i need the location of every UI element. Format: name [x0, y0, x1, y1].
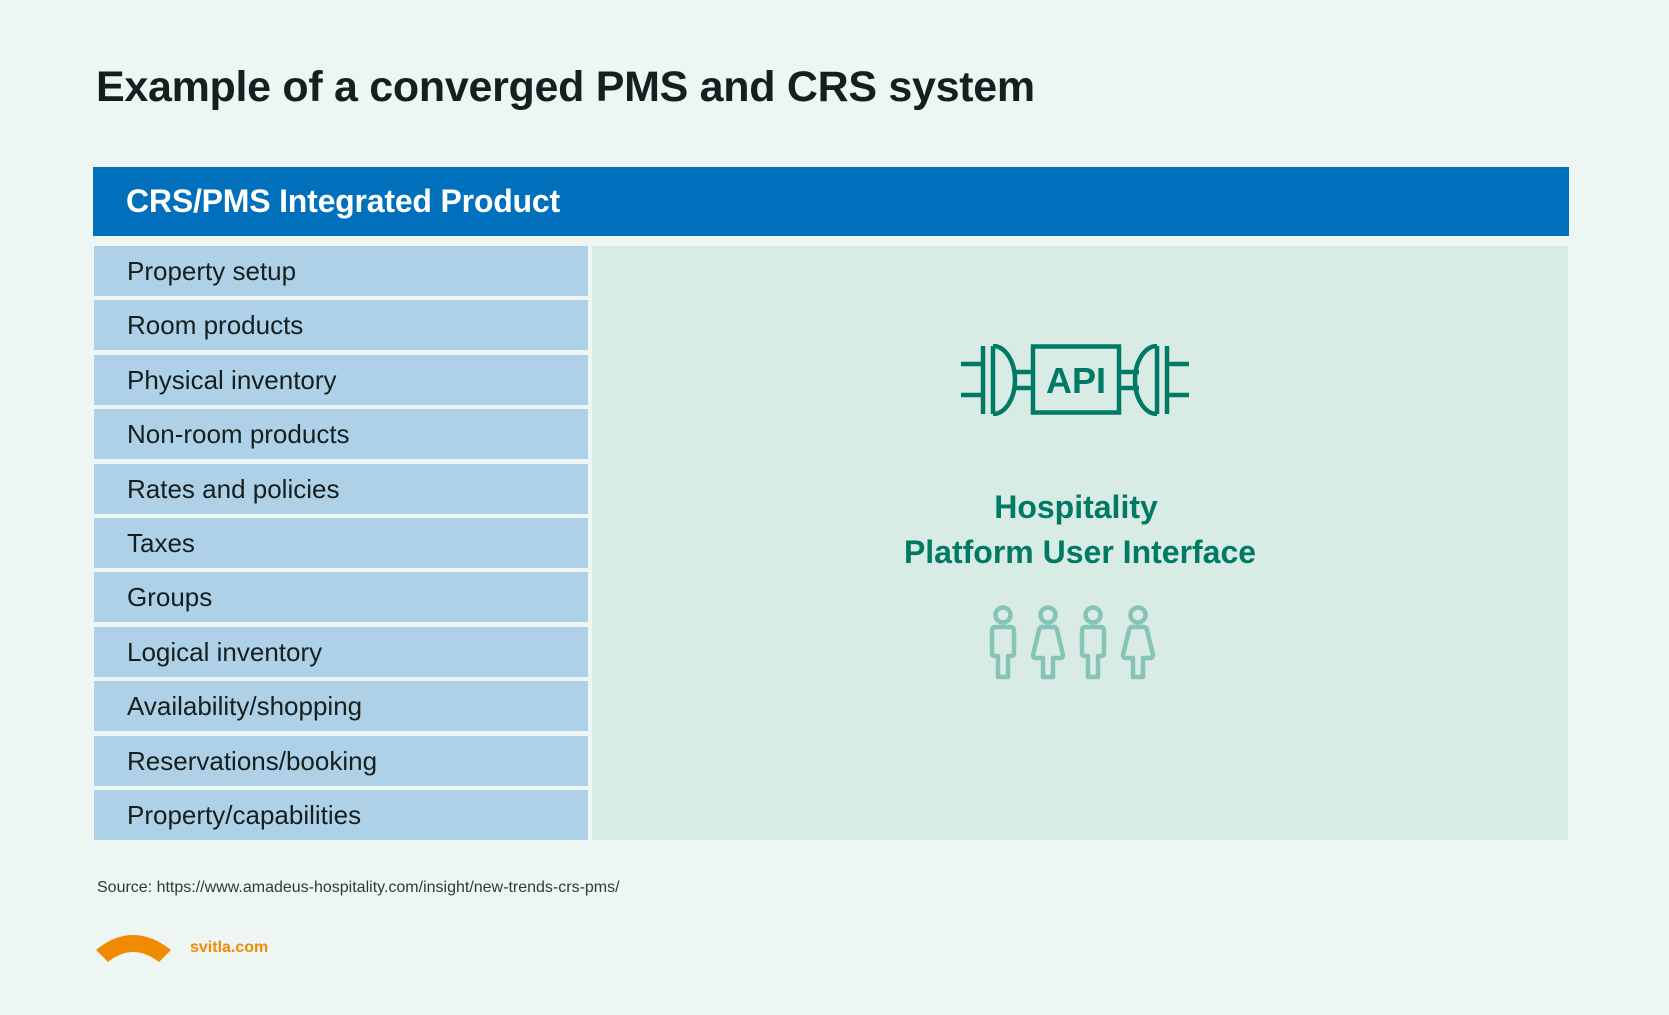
- module-label: Property setup: [127, 256, 297, 286]
- module-row-physical-inventory: Physical inventory: [94, 354, 588, 405]
- module-row-property-capabilities: Property/capabilities: [94, 789, 588, 840]
- module-row-taxes: Taxes: [94, 517, 588, 568]
- platform-panel: API Hospitality Platform User Interface: [592, 246, 1568, 840]
- brand-name: svitla.com: [190, 939, 269, 956]
- female-person-icon: [1120, 605, 1156, 680]
- integrated-product-header: CRS/PMS Integrated Product: [93, 167, 1569, 236]
- module-row-logical-inventory: Logical inventory: [94, 626, 588, 677]
- module-label: Reservations/booking: [127, 745, 378, 776]
- module-row-room-products: Room products: [94, 300, 588, 351]
- module-label: Groups: [127, 582, 213, 613]
- module-label: Logical inventory: [127, 636, 323, 667]
- api-label: API: [1046, 360, 1106, 401]
- female-person-icon: [1030, 605, 1066, 680]
- module-row-non-room-products: Non-room products: [94, 409, 588, 460]
- module-row-groups: Groups: [94, 572, 588, 623]
- page-title: Example of a converged PMS and CRS syste…: [96, 63, 1035, 111]
- api-connector-icon: API: [961, 344, 1189, 416]
- module-row-availability-shopping: Availability/shopping: [94, 681, 588, 732]
- svitla-logo-icon: [96, 935, 171, 962]
- male-person-icon: [989, 605, 1017, 680]
- platform-title-line2: Platform User Interface: [903, 534, 1257, 570]
- integrated-product-label: CRS/PMS Integrated Product: [126, 183, 560, 219]
- module-row-reservations-booking: Reservations/booking: [94, 735, 588, 786]
- module-list: Property setup Room products Physical in…: [94, 246, 588, 844]
- users-group-icon: [989, 605, 1156, 680]
- source-citation: Source: https://www.amadeus-hospitality.…: [97, 879, 620, 896]
- module-label: Non-room products: [127, 419, 350, 450]
- module-label: Availability/shopping: [127, 691, 363, 722]
- platform-title-line1: Hospitality: [994, 489, 1158, 525]
- module-label: Taxes: [127, 527, 195, 558]
- module-row-rates-and-policies: Rates and policies: [94, 463, 588, 514]
- module-label: Rates and policies: [127, 473, 340, 504]
- male-person-icon: [1079, 605, 1107, 680]
- module-label: Physical inventory: [127, 364, 337, 395]
- module-label: Property/capabilities: [127, 799, 362, 830]
- module-label: Room products: [127, 310, 304, 341]
- module-row-property-setup: Property setup: [94, 246, 588, 296]
